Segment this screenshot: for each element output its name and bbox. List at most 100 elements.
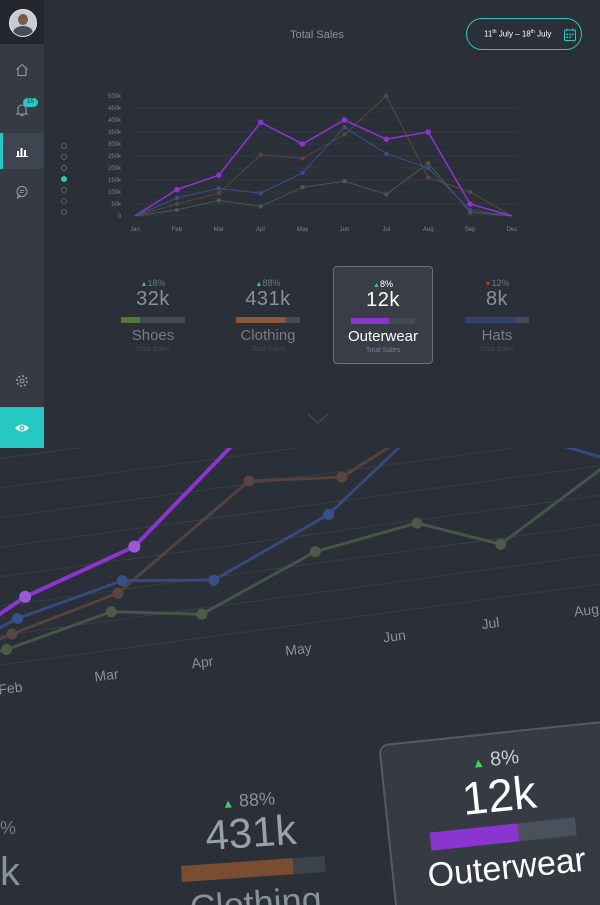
card-label: Outerwear [347, 328, 419, 345]
perspective-data-point [128, 540, 141, 553]
data-point [426, 175, 431, 180]
data-point [299, 141, 306, 147]
perspective-month-label: Feb [0, 679, 24, 698]
category-card-outerwear[interactable]: ▲8% 12k Outerwear Total Sales [333, 266, 433, 364]
x-tick-label: Jan [130, 227, 140, 233]
page-dot[interactable] [61, 165, 67, 171]
x-tick-label: Jul [382, 227, 390, 233]
y-tick-label: 100k [108, 190, 122, 196]
trend-arrow-icon: ▲ [140, 281, 148, 288]
perspective-data-point [411, 517, 423, 529]
page-dot[interactable] [61, 143, 67, 149]
trend-arrow-icon: ▲ [373, 282, 380, 289]
perspective-data-point [112, 587, 124, 599]
calendar-icon [564, 28, 577, 41]
perspective-data-point [105, 606, 117, 618]
perspective-series-line [0, 448, 233, 617]
data-point [258, 191, 263, 196]
perspective-gridline [0, 448, 300, 489]
perspective-data-point [309, 546, 321, 558]
card-label: Hats [481, 327, 513, 344]
data-point [300, 185, 305, 190]
x-tick-label: Dec [507, 227, 518, 233]
x-tick-label: Aug [423, 227, 434, 233]
perspective-month-label: Jun [382, 627, 406, 646]
avatar[interactable] [0, 0, 44, 44]
category-card-clothing[interactable]: ▲88% 431k Clothing Total Sales [218, 266, 318, 364]
sidebar-item-messages[interactable] [0, 174, 44, 210]
card-progress-fill [465, 317, 515, 323]
sidebar-item-analytics[interactable] [0, 133, 44, 169]
page-dot[interactable] [61, 154, 67, 160]
perspective-series-line [0, 448, 391, 641]
clothing-preview-label: Clothing [188, 878, 324, 905]
card-progress-fill [351, 318, 390, 324]
data-point [342, 179, 347, 184]
perspective-gridline [0, 465, 600, 548]
partial-pct: % [0, 818, 17, 838]
data-point [425, 129, 432, 135]
page-dot[interactable] [61, 198, 67, 204]
chevron-down-icon[interactable] [307, 413, 329, 425]
card-value: 32k [136, 288, 170, 310]
data-point [426, 161, 431, 166]
y-tick-label: 200k [108, 166, 122, 172]
series-line [134, 95, 513, 217]
perspective-chart: Feb Mar Apr May Jun Jul Aug [0, 448, 600, 698]
card-progress-bar [236, 317, 300, 323]
chat-icon [16, 186, 28, 199]
data-point [216, 198, 221, 203]
page-dot[interactable] [61, 187, 67, 193]
data-point [467, 201, 473, 207]
category-card-shoes[interactable]: ▲18% 32k Shoes Total Sales [103, 266, 203, 364]
x-tick-label: Feb [172, 227, 183, 233]
y-tick-label: 0 [118, 214, 122, 220]
y-tick-label: 500k [108, 94, 122, 100]
partial-card-left: % k [0, 818, 40, 905]
card-percent: ▲8% [373, 279, 393, 289]
sidebar-item-settings[interactable] [0, 363, 44, 399]
page-dot[interactable] [61, 209, 67, 215]
card-label: Shoes [131, 327, 175, 344]
perspective-data-point [116, 575, 128, 587]
perspective-data-point [208, 574, 220, 586]
data-point [216, 186, 221, 191]
card-sublabel: Total Sales [135, 346, 171, 353]
perspective-data-point [12, 613, 23, 624]
perspective-data-point [196, 608, 208, 620]
card-progress-bar [465, 317, 529, 323]
data-point [258, 152, 263, 157]
data-point [426, 165, 431, 171]
y-tick-label: 250k [108, 154, 122, 160]
y-tick-label: 400k [108, 118, 122, 124]
clothing-preview-card: ▲ 88% 431k Clothing [168, 785, 336, 905]
data-point [300, 170, 305, 175]
eye-icon [15, 424, 29, 431]
sidebar-item-notifications[interactable]: 15 [0, 92, 44, 128]
series-line [134, 126, 513, 217]
trend-arrow-icon: ▲ [255, 281, 263, 288]
card-progress-bar [351, 318, 415, 324]
card-percent: ▲18% [140, 278, 166, 288]
card-progress-fill [121, 317, 141, 323]
perspective-gridline [0, 553, 600, 637]
data-point [384, 151, 389, 156]
eye-button[interactable] [0, 407, 44, 448]
x-tick-label: Apr [256, 227, 265, 233]
perspective-month-label: Mar [93, 666, 119, 685]
perspective-month-label: May [284, 639, 312, 658]
x-tick-label: Mar [214, 227, 224, 233]
card-value: 431k [245, 288, 291, 310]
sidebar-item-home[interactable] [0, 52, 44, 88]
date-range-picker[interactable]: 11th July – 18th July [466, 18, 582, 50]
data-point [341, 117, 348, 123]
series-line [134, 162, 513, 217]
outerwear-preview-card: ▲ 8% 12k Outerwear [378, 720, 600, 905]
category-card-hats[interactable]: ▼12% 8k Hats Total Sales [447, 266, 547, 364]
card-progress-fill [236, 317, 286, 323]
partial-value: k [0, 850, 20, 894]
card-percent: ▼12% [484, 278, 510, 288]
avatar-image [9, 9, 37, 37]
page-dot[interactable] [61, 176, 67, 182]
y-tick-label: 300k [108, 142, 122, 148]
